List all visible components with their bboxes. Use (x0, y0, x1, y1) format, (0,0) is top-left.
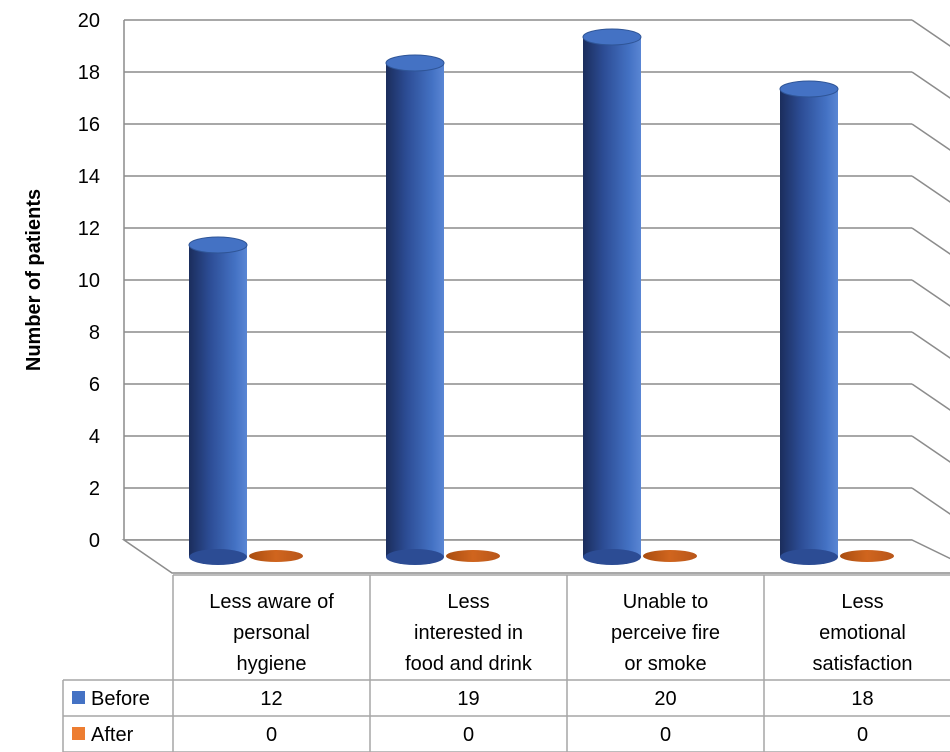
bar-top (779, 80, 839, 98)
legend-key-after (72, 727, 85, 740)
gridline-side (911, 227, 950, 255)
y-tick-label: 10 (78, 270, 100, 292)
y-tick-label: 14 (78, 166, 100, 188)
category-label-line: satisfaction (812, 653, 912, 675)
gridline-side (911, 435, 950, 463)
bar-top (188, 236, 248, 254)
bar-after (249, 550, 303, 562)
bar-before (188, 236, 248, 565)
gridline-side (911, 123, 950, 151)
category-label-line: perceive fire (611, 622, 720, 644)
category-label-line: Less (447, 591, 489, 613)
category-label: Less interested in food and drink (405, 591, 533, 675)
gridline-side (911, 331, 950, 359)
gridline-side (911, 279, 950, 307)
bar-base (189, 549, 247, 565)
bar-base (780, 549, 838, 565)
data-table-cell: 0 (266, 724, 277, 746)
category-label-line: Less aware of (209, 591, 334, 613)
y-tick-label: 0 (89, 530, 100, 552)
gridline-side (911, 71, 950, 99)
bar-top (582, 28, 642, 46)
gridline-side (911, 487, 950, 515)
category-label-line: hygiene (236, 653, 306, 675)
data-table: Less aware of personal hygiene Less interest… (62, 574, 950, 752)
y-tick-label: 4 (89, 426, 100, 448)
category-label-line: personal (233, 622, 310, 644)
y-tick-label: 2 (89, 478, 100, 500)
data-table-cell: 19 (457, 688, 479, 710)
y-tick-label: 16 (78, 114, 100, 136)
category-label: Less emotional satisfaction (812, 591, 912, 675)
gridline-side (911, 175, 950, 203)
floor (121, 539, 950, 574)
category-label-line: interested in (414, 622, 523, 644)
category-label-line: Less (841, 591, 883, 613)
data-table-cell: 20 (654, 688, 676, 710)
bar-top (643, 550, 697, 562)
bar-before (779, 80, 839, 565)
bar-body (189, 245, 247, 557)
bar-top (385, 54, 445, 72)
y-tick-label: 12 (78, 218, 100, 240)
bar-body (386, 63, 444, 557)
bar-before (385, 54, 445, 565)
y-axis-label: Number of patients (23, 189, 45, 371)
category-label-line: emotional (819, 622, 906, 644)
bar-top (249, 550, 303, 562)
bar-base (583, 549, 641, 565)
bar-after (643, 550, 697, 562)
bar-before (582, 28, 642, 565)
category-label: Less aware of personal hygiene (209, 591, 334, 675)
bars (188, 28, 894, 565)
data-table-cell: 18 (851, 688, 873, 710)
bar-top (840, 550, 894, 562)
y-tick-label: 6 (89, 374, 100, 396)
gridline-side (911, 383, 950, 411)
bar-after (446, 550, 500, 562)
bar-body (583, 37, 641, 557)
category-label: Unable to perceive fire or smoke (611, 591, 720, 675)
legend-label-before: Before (91, 688, 150, 710)
data-table-cell: 0 (660, 724, 671, 746)
legend-key-before (72, 691, 85, 704)
data-table-cell: 0 (463, 724, 474, 746)
legend-label-after: After (91, 724, 134, 746)
y-tick-label: 20 (78, 10, 100, 32)
y-tick-label: 8 (89, 322, 100, 344)
bar-body (780, 89, 838, 557)
y-tick-label: 18 (78, 62, 100, 84)
bar-after (840, 550, 894, 562)
category-label-line: food and drink (405, 653, 533, 675)
y-tick-labels: 0 2 4 6 8 10 12 14 16 18 20 (78, 10, 100, 552)
category-label-line: or smoke (624, 653, 706, 675)
category-label-line: Unable to (623, 591, 709, 613)
gridline-side (911, 19, 950, 47)
bar-base (386, 549, 444, 565)
data-table-cell: 12 (260, 688, 282, 710)
data-table-cell: 0 (857, 724, 868, 746)
bar-top (446, 550, 500, 562)
